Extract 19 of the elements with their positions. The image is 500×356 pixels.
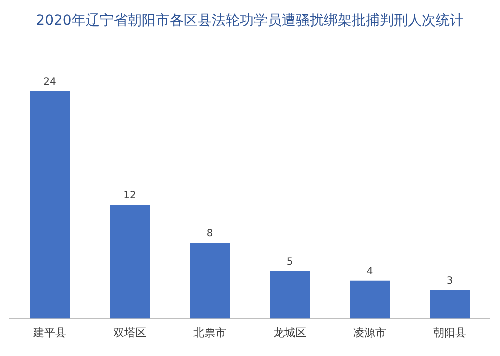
bar <box>30 91 70 319</box>
x-tick-label: 建平县 <box>32 326 66 340</box>
bar <box>110 205 150 319</box>
x-tick-label: 双塔区 <box>114 326 146 340</box>
data-label: 4 <box>366 266 374 278</box>
data-label: 8 <box>206 228 214 240</box>
bar <box>350 280 390 319</box>
data-label: 3 <box>446 276 454 287</box>
chart-title: 2020年辽宁省朝阳市各区县法轮功学员遭骚扰绑架批捕判刑人次统计 <box>35 12 465 30</box>
x-tick-label: 朝阳县 <box>434 326 466 340</box>
bar <box>430 290 470 319</box>
bar <box>190 243 230 319</box>
data-label: 5 <box>286 257 294 268</box>
data-label: 24 <box>44 77 56 88</box>
bar <box>270 271 310 319</box>
x-tick-label: 龙城区 <box>274 326 306 340</box>
x-tick-label: 北票市 <box>194 326 226 340</box>
x-tick-label: 凌源市 <box>354 326 386 340</box>
data-label: 12 <box>124 190 136 202</box>
